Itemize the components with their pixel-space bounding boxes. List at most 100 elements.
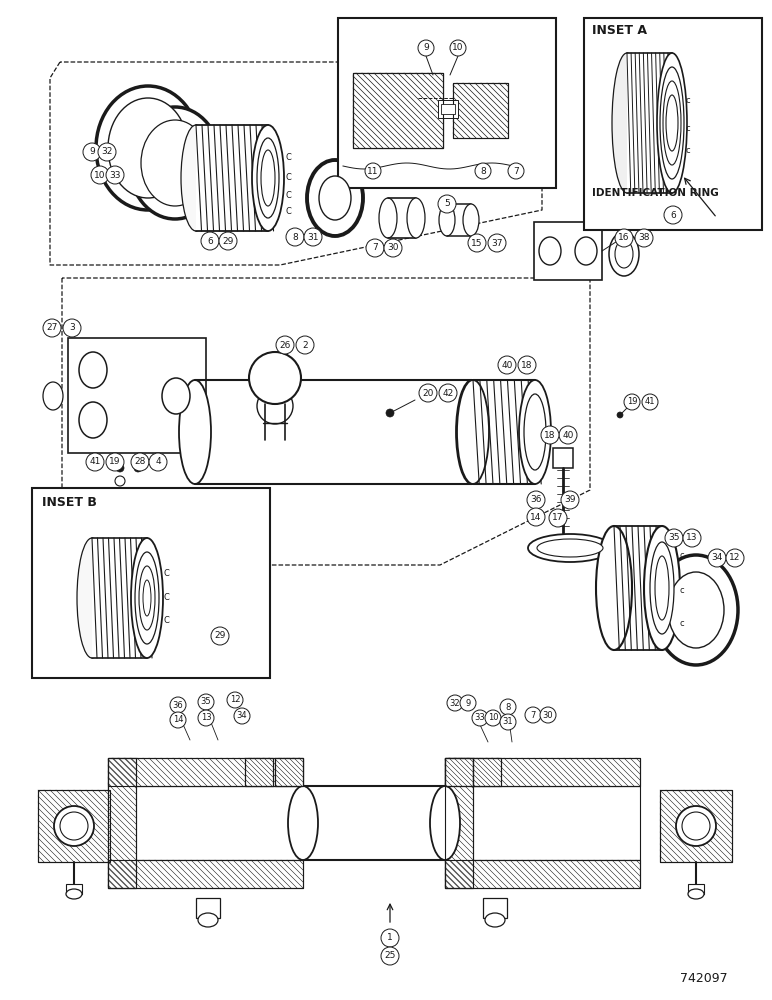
Ellipse shape: [162, 378, 190, 414]
Text: 20: 20: [422, 388, 434, 397]
Ellipse shape: [77, 538, 107, 658]
Bar: [614, 526, 662, 650]
Bar: [32, 488, 270, 678]
Bar: [473, 758, 501, 786]
Text: 41: 41: [645, 397, 655, 406]
Text: 3: 3: [69, 324, 75, 332]
Circle shape: [527, 508, 545, 526]
Ellipse shape: [666, 95, 678, 151]
Ellipse shape: [609, 232, 639, 276]
Bar: [441, 104, 455, 114]
Circle shape: [106, 453, 124, 471]
Circle shape: [488, 234, 506, 252]
Text: 36: 36: [530, 495, 542, 504]
Text: 37: 37: [491, 238, 503, 247]
Bar: [245, 758, 273, 786]
Bar: [445, 758, 473, 786]
Ellipse shape: [134, 464, 142, 472]
Text: 32: 32: [449, 698, 460, 708]
Circle shape: [475, 163, 491, 179]
Ellipse shape: [116, 464, 124, 472]
Ellipse shape: [485, 913, 505, 927]
Ellipse shape: [54, 806, 94, 846]
Bar: [338, 18, 556, 188]
Circle shape: [106, 166, 124, 184]
Circle shape: [438, 195, 456, 213]
Circle shape: [472, 710, 488, 726]
Circle shape: [500, 699, 516, 715]
Bar: [453, 83, 508, 138]
Text: 33: 33: [475, 714, 486, 722]
Ellipse shape: [386, 409, 394, 417]
Text: c: c: [686, 146, 691, 155]
Circle shape: [561, 491, 579, 509]
Bar: [275, 758, 303, 786]
Bar: [353, 73, 443, 148]
Bar: [108, 758, 303, 786]
Ellipse shape: [43, 382, 63, 410]
Ellipse shape: [96, 86, 200, 210]
Ellipse shape: [657, 53, 687, 193]
Bar: [445, 758, 473, 888]
Text: 26: 26: [279, 340, 291, 350]
Ellipse shape: [456, 380, 488, 484]
Text: c: c: [686, 124, 691, 133]
Bar: [660, 790, 732, 862]
Text: 19: 19: [627, 397, 637, 406]
Ellipse shape: [519, 380, 551, 484]
Ellipse shape: [257, 388, 293, 424]
Ellipse shape: [430, 786, 460, 860]
Bar: [108, 860, 303, 888]
Text: 5: 5: [444, 200, 450, 209]
Ellipse shape: [660, 67, 684, 179]
Ellipse shape: [407, 198, 425, 238]
Circle shape: [508, 163, 524, 179]
Ellipse shape: [575, 237, 597, 265]
Text: 28: 28: [134, 458, 146, 466]
Circle shape: [485, 710, 501, 726]
Bar: [108, 758, 136, 888]
Text: 32: 32: [101, 147, 113, 156]
Text: 18: 18: [544, 430, 556, 440]
Circle shape: [86, 453, 104, 471]
Circle shape: [98, 143, 116, 161]
Circle shape: [500, 714, 516, 730]
Text: 4: 4: [155, 458, 161, 466]
Bar: [245, 758, 273, 786]
Text: 18: 18: [521, 360, 533, 369]
Text: 38: 38: [638, 233, 650, 242]
Circle shape: [381, 929, 399, 947]
Text: C: C: [285, 173, 291, 182]
Text: 39: 39: [564, 495, 576, 504]
Ellipse shape: [457, 380, 489, 484]
Text: 34: 34: [237, 712, 247, 720]
Circle shape: [286, 228, 304, 246]
Text: C: C: [285, 153, 291, 162]
Text: C: C: [164, 569, 170, 578]
Ellipse shape: [135, 552, 159, 644]
Bar: [445, 758, 640, 786]
Text: 36: 36: [173, 700, 184, 710]
Circle shape: [525, 707, 541, 723]
Text: INSET A: INSET A: [592, 24, 647, 37]
Bar: [388, 198, 416, 238]
Circle shape: [418, 40, 434, 56]
Circle shape: [276, 336, 294, 354]
Text: 16: 16: [618, 233, 630, 242]
Text: 34: 34: [711, 554, 723, 562]
Text: 9: 9: [466, 698, 471, 708]
Text: 1: 1: [387, 934, 393, 942]
Circle shape: [63, 319, 81, 337]
Ellipse shape: [463, 204, 479, 236]
Text: 19: 19: [110, 458, 120, 466]
Circle shape: [708, 549, 726, 567]
Circle shape: [211, 627, 229, 645]
Bar: [38, 790, 110, 862]
Ellipse shape: [139, 566, 155, 630]
Bar: [196, 125, 268, 231]
Text: IDENTIFICATION RING: IDENTIFICATION RING: [592, 188, 719, 198]
Ellipse shape: [198, 913, 218, 927]
Circle shape: [498, 356, 516, 374]
Circle shape: [296, 336, 314, 354]
Text: 33: 33: [110, 170, 120, 180]
